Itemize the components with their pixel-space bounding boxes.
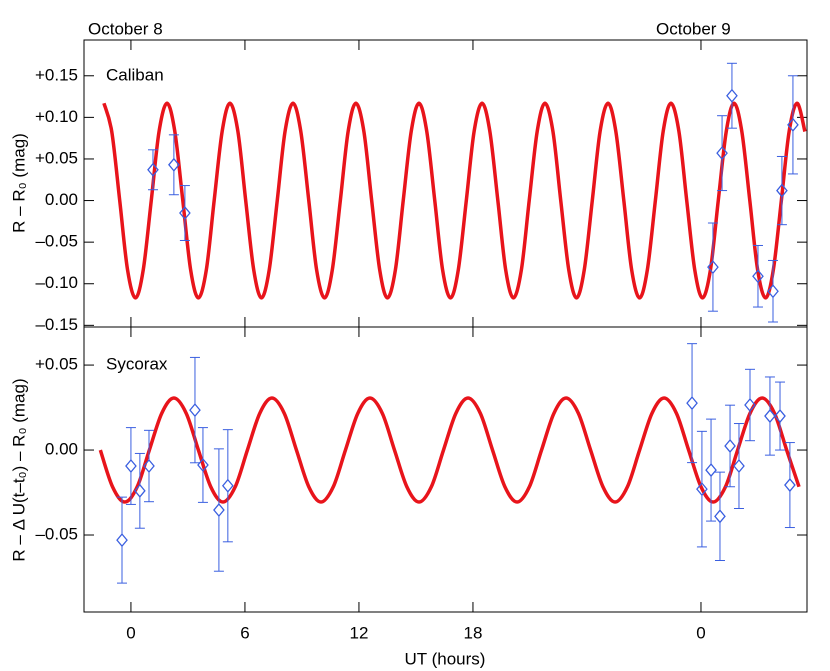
x-tick-label: 0 [696,623,705,642]
panel-label: Sycorax [106,354,168,373]
data-point [764,409,776,424]
data-point [221,478,234,493]
y-tick-label: +0.15 [35,65,78,84]
data-point [767,284,779,299]
data-point [179,206,191,221]
error-bar [197,427,208,503]
error-bar [179,185,190,241]
error-bar [696,430,707,548]
data-point [143,459,155,474]
x-tick-label: 12 [349,623,368,642]
data-point [726,88,738,103]
x-axis-label: UT (hours) [405,649,486,668]
y-tick-label: 0.00 [45,440,78,459]
data-point [774,409,786,424]
error-bar [767,259,778,323]
y-axis-label: R – R₀ (mag) [9,133,28,233]
error-bar [687,343,698,464]
y-tick-label: –0.15 [35,315,78,334]
error-bar [706,418,717,522]
data-point [116,533,128,548]
y-axis-label: R – Δ U(t–t₀) – R₀ (mag) [9,378,28,561]
data-point [696,482,708,497]
y-tick-label: +0.10 [35,107,78,126]
data-point [147,162,159,177]
data-point [733,459,745,474]
error-bar [222,429,233,543]
data-point [705,463,717,478]
data-point [752,269,764,284]
panel-label: Caliban [106,65,164,84]
data-point [707,260,719,275]
data-point [189,403,201,418]
error-bar [189,356,200,464]
error-bar [784,442,795,529]
data-point [213,503,225,518]
error-bar [733,423,744,510]
data-point [744,397,756,413]
y-tick-label: +0.05 [35,355,78,374]
data-point [714,509,726,524]
x-tick-label: 0 [126,623,135,642]
data-point [776,183,788,198]
error-bar [134,452,145,529]
y-tick-label: –0.05 [35,524,78,543]
y-tick-label: –0.10 [35,273,78,292]
error-bar [147,149,158,191]
error-bar [168,134,179,196]
error-bar [776,155,787,226]
model-curve [102,101,807,300]
error-bar [125,427,136,505]
annotation: October 8 [88,19,163,38]
data-point [197,457,209,473]
data-point [784,478,796,493]
annotation: October 9 [656,19,731,38]
x-tick-label: 6 [240,623,249,642]
data-point [134,483,146,498]
error-bar [725,404,736,488]
y-tick-label: +0.05 [35,148,78,167]
error-bar [744,368,755,442]
y-tick-label: 0.00 [45,190,78,209]
model-curve [98,396,801,504]
data-point [686,396,698,411]
error-bar [213,448,224,572]
error-bar [117,496,128,584]
y-tick-label: –0.05 [35,232,78,251]
error-bar [787,75,798,175]
error-bar [707,222,718,312]
data-point [168,157,180,172]
data-point [125,459,137,474]
error-bar [764,376,775,456]
error-bar [717,115,728,192]
error-bar [143,429,154,503]
data-point [724,438,736,453]
data-point [716,146,728,161]
data-point [787,117,799,132]
bottom-panel-frame [83,326,808,613]
error-bar [775,381,786,451]
x-tick-label: 18 [463,623,482,642]
error-bar [726,62,737,129]
error-bar [714,471,725,562]
error-bar [752,244,763,308]
